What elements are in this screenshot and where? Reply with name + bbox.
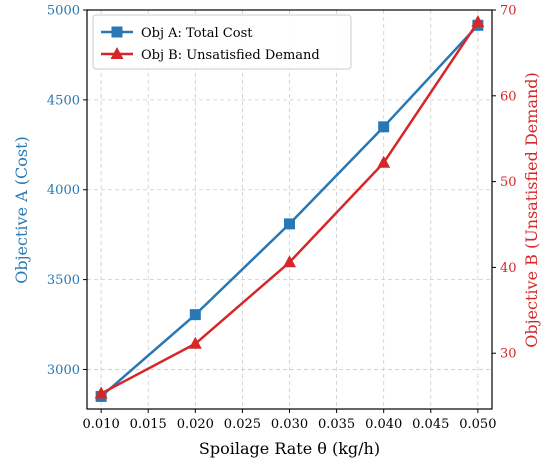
y-axis-left: 3000 3500 4000 4500 5000 xyxy=(47,4,87,378)
x-tick-label: 0.020 xyxy=(177,417,214,432)
y-left-tick-label: 3000 xyxy=(47,363,80,378)
legend-label-unsatisfied-demand: Obj B: Unsatisfied Demand xyxy=(141,48,320,63)
y-axis-right-title: Objective B (Unsatisfied Demand) xyxy=(522,72,541,348)
data-point-triangle xyxy=(471,15,485,28)
y-right-tick-label: 30 xyxy=(500,347,517,362)
legend-label-total-cost: Obj A: Total Cost xyxy=(141,26,253,41)
y-left-tick-label: 4000 xyxy=(47,183,80,198)
series-unsatisfied-demand xyxy=(94,15,485,399)
x-axis: 0.010 0.015 0.020 0.025 0.030 0.035 0.040 0.045… xyxy=(83,409,496,432)
x-tick-label: 0.015 xyxy=(130,417,167,432)
x-axis-title: Spoilage Rate θ (kg/h) xyxy=(199,439,380,458)
grid xyxy=(87,9,492,409)
data-point-triangle xyxy=(188,336,202,349)
data-point-square xyxy=(189,309,201,321)
y-left-tick-label: 3500 xyxy=(47,273,80,288)
legend-entry-unsatisfied-demand: Obj B: Unsatisfied Demand xyxy=(101,47,320,63)
series-layer xyxy=(94,15,485,402)
x-tick-label: 0.050 xyxy=(459,417,496,432)
x-tick-label: 0.040 xyxy=(365,417,402,432)
y-left-tick-label: 5000 xyxy=(47,4,80,19)
y-right-tick-label: 40 xyxy=(500,261,517,276)
legend-marker-triangle xyxy=(110,47,124,59)
data-point-square xyxy=(284,218,295,230)
x-tick-label: 0.035 xyxy=(318,417,355,432)
y-axis-left-title: Objective A (Cost) xyxy=(12,136,31,284)
data-point-triangle xyxy=(377,155,391,168)
y-right-tick-label: 50 xyxy=(500,175,517,190)
data-point-triangle xyxy=(283,255,296,268)
x-tick-label: 0.010 xyxy=(83,417,120,432)
legend-frame xyxy=(92,14,352,70)
x-tick-label: 0.045 xyxy=(412,417,449,432)
y-right-tick-label: 60 xyxy=(500,89,517,104)
data-point-triangle xyxy=(94,386,108,399)
legend: Obj A: Total Cost Obj B: Unsatisfied Dem… xyxy=(92,14,352,70)
x-tick-label: 0.025 xyxy=(224,417,261,432)
legend-marker-square xyxy=(111,26,123,38)
series-total-cost xyxy=(95,19,484,402)
y-left-tick-label: 4500 xyxy=(47,93,80,108)
data-point-square xyxy=(378,121,390,133)
y-axis-right: 30 40 50 60 70 xyxy=(492,4,517,362)
legend-entry-total-cost: Obj A: Total Cost xyxy=(101,26,253,41)
x-tick-label: 0.030 xyxy=(271,417,308,432)
y-right-tick-label: 70 xyxy=(500,4,517,19)
